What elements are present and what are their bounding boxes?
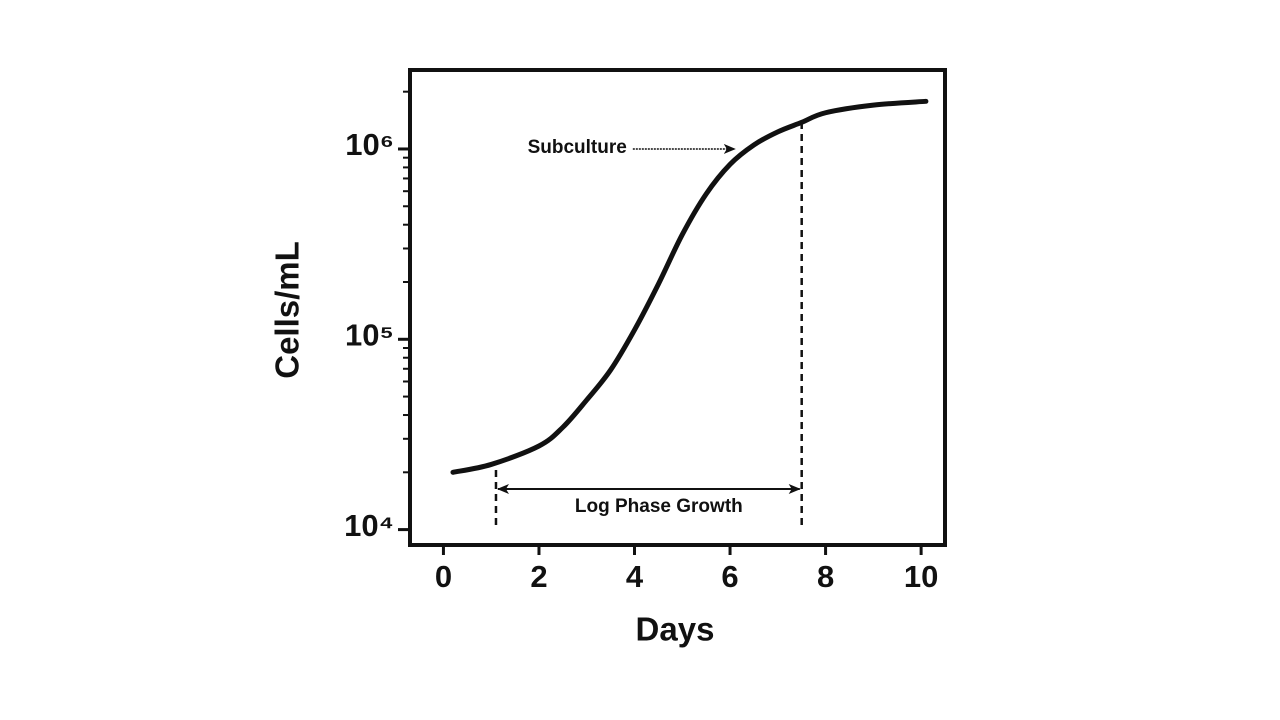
x-tick-label: 0 [435,559,452,594]
log-phase-label: Log Phase Growth [575,496,743,517]
x-tick-label: 4 [626,559,644,594]
x-tick-label: 10 [904,559,938,594]
y-axis-title: Cells/mL [269,241,306,379]
plot-frame [408,68,947,547]
x-tick-label: 6 [721,559,738,594]
y-tick-label: 10⁴ [344,508,394,543]
subculture-label: Subculture [528,137,627,158]
y-tick-label: 10⁶ [345,127,394,162]
x-axis-title: Days [636,611,715,648]
x-tick-label: 8 [817,559,834,594]
x-tick-label: 2 [530,559,547,594]
y-tick-label: 10⁵ [345,317,394,352]
growth-curve [450,98,929,475]
